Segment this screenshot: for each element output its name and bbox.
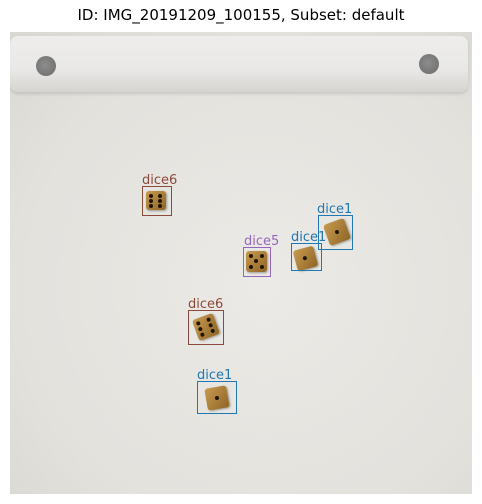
bbox-dice6-upper [142,186,172,216]
top-strip [10,36,468,92]
bbox-dice1-right [318,215,353,250]
right-peg [419,54,439,74]
bbox-dice5 [243,247,271,277]
die-six-upper [146,191,166,210]
bbox-label-dice6-upper: dice6 [142,173,178,188]
left-peg [36,56,56,76]
bbox-label-dice5: dice5 [244,234,280,249]
dice-board [10,32,472,494]
bbox-label-dice1-right: dice1 [317,202,353,217]
bbox-dice1-middle [291,243,322,271]
bbox-label-dice6-lower: dice6 [188,297,224,312]
photo [10,32,472,494]
bbox-label-dice1-middle: dice1 [291,230,327,245]
die-five [246,251,267,272]
figure-title: ID: IMG_20191209_100155, Subset: default [77,6,405,24]
bbox-dice1-bottom [197,381,237,414]
bbox-label-dice1-bottom: dice1 [197,368,233,383]
bbox-dice6-lower [188,310,224,345]
